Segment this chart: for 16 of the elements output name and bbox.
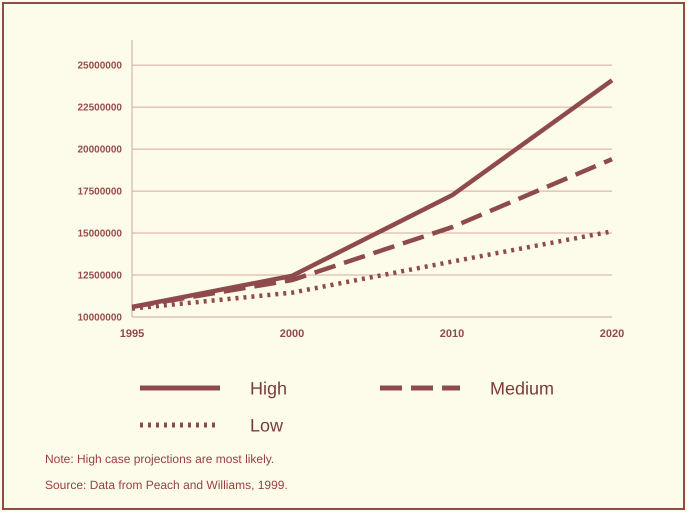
x-tick-label: 2000 (280, 328, 304, 340)
text: Note: High case projections are most likely. (45, 452, 274, 466)
y-tick-label: 10000000 (78, 312, 122, 324)
legend-label: Low (250, 415, 284, 436)
x-tick-label: 1995 (120, 328, 144, 340)
source-note: Source: Data from Peach and Williams, 1999. (45, 478, 288, 492)
y-tick-label: 17500000 (78, 186, 122, 198)
x-tick-label: 2020 (600, 328, 624, 340)
y-tick-label: 15000000 (78, 228, 122, 240)
legend-label: High (250, 378, 288, 398)
y-tick-label: 25000000 (78, 60, 122, 72)
y-tick-label: 20000000 (78, 144, 122, 156)
y-tick-label: 12500000 (78, 270, 122, 282)
y-tick-label: 22500000 (78, 102, 122, 114)
legend-label: Medium (490, 378, 554, 398)
x-tick-label: 2010 (440, 328, 464, 340)
